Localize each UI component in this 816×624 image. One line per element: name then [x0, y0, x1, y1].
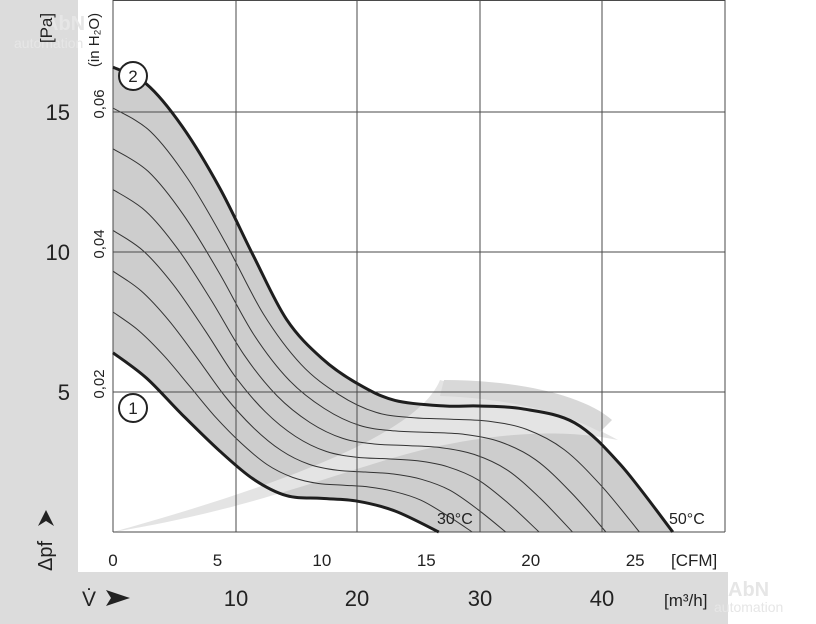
y-tick-label-inh2o: 0,04: [91, 229, 108, 258]
guide-curve: [112, 107, 640, 533]
guide-curve: [112, 311, 473, 533]
y-unit-pa: [Pa]: [37, 13, 56, 43]
background-arc: [113, 380, 618, 532]
x-tick-label-m3h: 30: [468, 586, 492, 611]
curve-2-label: 2: [128, 67, 137, 86]
y-symbol-dpf: Δpf: [35, 541, 57, 571]
guide-curve: [112, 189, 573, 533]
y-direction-arrow-icon: [38, 510, 54, 526]
watermark-bottom-logo: AbN: [728, 579, 769, 601]
x-symbol-vdot: V̇: [82, 588, 96, 611]
x-tick-label-cfm: 15: [417, 551, 436, 570]
y-tick-label-pa: 5: [58, 380, 70, 405]
annotation-30c: 30°C: [437, 511, 473, 528]
background-arc: [440, 380, 612, 432]
watermark-bottom-text: automation: [714, 599, 783, 615]
x-tick-label-cfm: 5: [213, 551, 222, 570]
x-tick-label-cfm: 10: [312, 551, 331, 570]
performance-band: [113, 67, 673, 532]
x-tick-label-cfm: 20: [521, 551, 540, 570]
guide-curve: [112, 148, 607, 533]
x-unit-m3h: [m³/h]: [664, 591, 707, 610]
x-direction-arrow-icon: [106, 590, 130, 606]
y-unit-inh2o: (in H₂O): [86, 13, 103, 67]
curve-1-label: 1: [128, 399, 137, 418]
x-unit-cfm: [CFM]: [671, 551, 717, 570]
annotation-50c: 50°C: [669, 511, 705, 528]
curve-2-marker: [118, 61, 148, 91]
watermark-top-text: automation: [14, 35, 83, 51]
x-tick-label-m3h: 20: [345, 586, 369, 611]
y-tick-label-pa: 15: [46, 100, 70, 125]
guide-curve: [112, 270, 507, 533]
guide-curve: [112, 229, 540, 533]
y-tick-label-pa: 10: [46, 240, 70, 265]
y-tick-label-inh2o: 0,06: [91, 89, 108, 118]
watermark-top-logo: AbN: [44, 13, 85, 35]
y-tick-label-inh2o: 0,02: [91, 369, 108, 398]
x-tick-label-m3h: 10: [224, 586, 248, 611]
curve-2-line: [112, 65, 674, 533]
x-tick-label-m3h: 40: [590, 586, 614, 611]
left-axis-panel: [0, 0, 78, 624]
curve-1-marker: [118, 393, 148, 423]
x-tick-label-cfm: 25: [626, 551, 645, 570]
x-tick-label-cfm: 0: [108, 551, 117, 570]
curve-1-line: [112, 351, 440, 534]
